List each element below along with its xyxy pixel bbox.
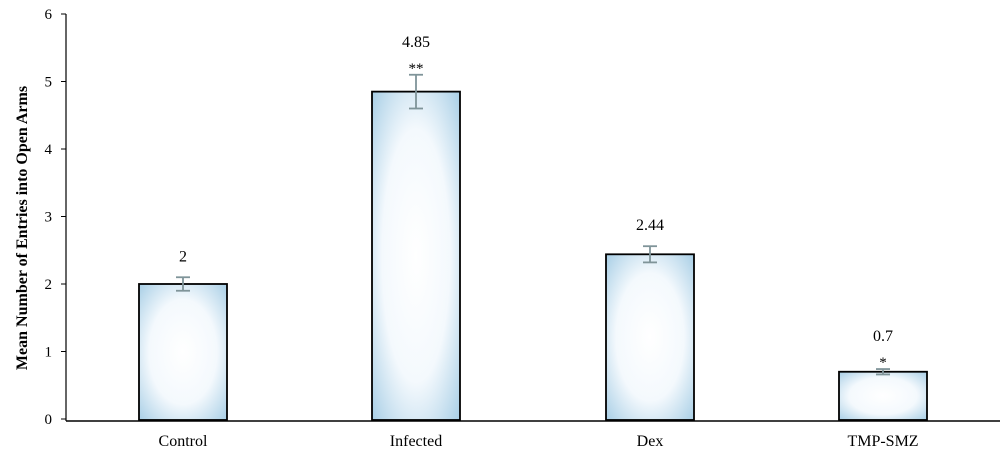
bar-tmp-smz xyxy=(838,370,928,421)
y-tick-label: 5 xyxy=(45,75,53,91)
category-label: Control xyxy=(159,433,208,450)
y-axis-label: Mean Number of Entries into Open Arms xyxy=(14,86,31,370)
y-tick-label: 2 xyxy=(45,277,53,293)
error-bars-group xyxy=(176,73,890,376)
category-label: Dex xyxy=(637,433,664,450)
category-label: TMP-SMZ xyxy=(847,433,918,450)
bar-infected xyxy=(371,90,461,421)
value-label: 4.85 xyxy=(402,34,430,51)
significance-marker: ** xyxy=(409,61,424,77)
y-tick-label: 4 xyxy=(45,142,53,158)
value-labels-group: 2 ** 4.85 2.44 * 0.7 xyxy=(179,34,893,371)
value-label: 2 xyxy=(179,248,187,265)
bars-group xyxy=(138,90,928,421)
y-tick-label: 0 xyxy=(45,412,53,428)
y-axis-ticks: 0 1 2 3 4 5 6 xyxy=(45,7,66,428)
bar-control xyxy=(138,283,228,421)
category-labels-group: Control Infected Dex TMP-SMZ xyxy=(159,433,919,450)
significance-marker: * xyxy=(879,355,887,371)
y-tick-label: 1 xyxy=(45,345,53,361)
y-tick-label: 3 xyxy=(45,210,53,226)
category-label: Infected xyxy=(390,433,442,450)
value-label: 2.44 xyxy=(636,217,664,234)
value-label: 0.7 xyxy=(873,328,893,345)
y-tick-label: 6 xyxy=(45,7,53,23)
bar-dex xyxy=(605,253,695,421)
